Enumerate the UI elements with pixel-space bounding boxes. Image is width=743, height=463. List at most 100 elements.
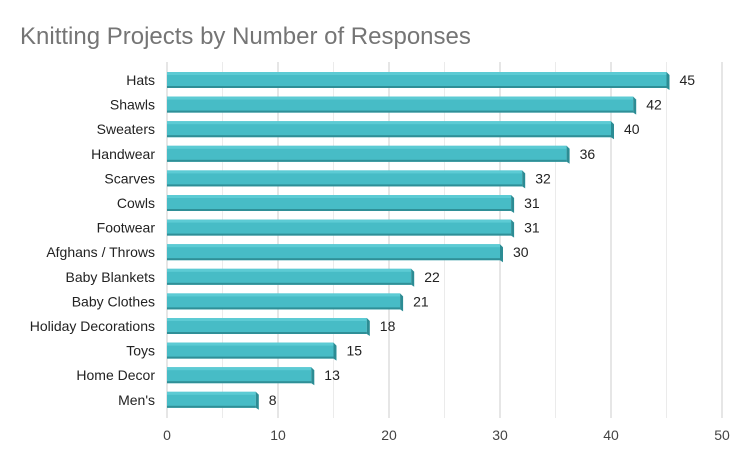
- category-labels: Hats Shawls Sweaters Handwear Scarves Cowls Fo…: [30, 72, 156, 408]
- chart-title: Knitting Projects by Number of Responses: [20, 23, 471, 50]
- bar: [167, 96, 637, 115]
- category-label: Hats: [126, 72, 155, 88]
- data-label: 18: [380, 318, 396, 334]
- category-label: Holiday Decorations: [30, 318, 155, 334]
- x-tick-label: 0: [163, 427, 171, 443]
- bar-end-cap: [566, 145, 570, 164]
- bar-bottom-shadow: [167, 135, 611, 138]
- bar-end-cap: [611, 121, 614, 140]
- bar-end-cap: [311, 367, 315, 386]
- bar-top-highlight: [167, 367, 312, 371]
- bar-top-highlight: [167, 195, 512, 198]
- data-label: 15: [347, 343, 363, 359]
- bar-face: [167, 342, 334, 359]
- data-label: 30: [513, 244, 529, 260]
- bar-bottom-shadow: [167, 381, 312, 384]
- data-label: 31: [524, 220, 540, 236]
- category-label: Toys: [126, 343, 155, 359]
- data-label: 45: [680, 72, 696, 88]
- bar-face: [167, 318, 367, 334]
- category-label: Afghans / Throws: [46, 244, 155, 260]
- bar-face: [167, 391, 256, 408]
- bar-bottom-shadow: [167, 86, 667, 88]
- bar: [167, 391, 259, 410]
- gridlines: [166, 62, 723, 418]
- x-tick-label: 20: [381, 427, 397, 443]
- bar-face: [167, 367, 312, 384]
- x-tick-label: 50: [714, 427, 730, 443]
- bar-top-highlight: [167, 72, 667, 75]
- bar-bottom-shadow: [167, 209, 512, 211]
- bar-end-cap: [400, 293, 404, 312]
- bar-bottom-shadow: [167, 332, 367, 334]
- bar: [167, 219, 515, 238]
- bar-bottom-shadow: [167, 405, 256, 408]
- category-label: Baby Blankets: [66, 269, 156, 285]
- bar: [167, 195, 515, 213]
- bar-bottom-shadow: [167, 233, 512, 236]
- bar: [167, 342, 337, 361]
- bar-end-cap: [333, 342, 337, 361]
- data-label: 42: [646, 97, 662, 113]
- x-axis-ticks: 0 10 20 30 40 50: [163, 427, 730, 443]
- bar-bottom-shadow: [167, 258, 500, 261]
- bar-bottom-shadow: [167, 356, 334, 359]
- bar-face: [167, 219, 512, 236]
- bar-face: [167, 72, 667, 88]
- bar-top-highlight: [167, 121, 611, 125]
- bar: [167, 121, 614, 140]
- category-label: Scarves: [104, 170, 155, 186]
- bar-face: [167, 195, 512, 211]
- bar: [167, 293, 404, 312]
- bar-end-cap: [633, 96, 637, 115]
- bar-face: [167, 293, 401, 310]
- data-label: 21: [413, 293, 429, 309]
- bar-top-highlight: [167, 244, 500, 248]
- bar: [167, 244, 503, 263]
- category-label: Baby Clothes: [72, 293, 155, 309]
- bar-top-highlight: [167, 318, 367, 321]
- category-label: Men's: [118, 392, 155, 408]
- data-label: 8: [269, 392, 277, 408]
- bar-end-cap: [666, 72, 670, 90]
- bar-top-highlight: [167, 391, 256, 395]
- bar-bottom-shadow: [167, 184, 523, 187]
- category-label: Footwear: [97, 220, 156, 236]
- data-label: 32: [535, 170, 551, 186]
- bar-end-cap: [522, 170, 526, 189]
- bar-face: [167, 121, 611, 138]
- bar: [167, 72, 670, 90]
- bar-top-highlight: [167, 293, 401, 297]
- data-label: 40: [624, 121, 640, 137]
- category-label: Cowls: [117, 195, 155, 211]
- bar-top-highlight: [167, 96, 634, 100]
- x-tick-label: 10: [270, 427, 286, 443]
- category-label: Handwear: [91, 146, 155, 162]
- category-label: Shawls: [110, 97, 155, 113]
- bar-face: [167, 244, 500, 261]
- category-label: Sweaters: [97, 121, 155, 137]
- bar-bottom-shadow: [167, 307, 401, 310]
- bar: [167, 145, 570, 164]
- bar-bottom-shadow: [167, 159, 567, 162]
- bar: [167, 318, 370, 336]
- bar: [167, 268, 415, 287]
- bar-face: [167, 170, 523, 187]
- bar: [167, 367, 315, 386]
- bar-end-cap: [511, 195, 515, 213]
- bar: [167, 170, 526, 189]
- bars: [167, 72, 670, 410]
- bar-bottom-shadow: [167, 110, 634, 113]
- bar-face: [167, 96, 634, 113]
- bar-face: [167, 145, 567, 162]
- bar-top-highlight: [167, 145, 567, 149]
- x-tick-label: 40: [603, 427, 619, 443]
- category-label: Home Decor: [76, 367, 155, 383]
- bar-end-cap: [500, 244, 503, 263]
- value-labels: 45 42 40 36 32 31 31 30 22 21 18 15 13 8: [269, 72, 695, 408]
- bar-end-cap: [411, 268, 415, 287]
- bar-top-highlight: [167, 170, 523, 174]
- bar-top-highlight: [167, 219, 512, 223]
- x-tick-label: 30: [492, 427, 508, 443]
